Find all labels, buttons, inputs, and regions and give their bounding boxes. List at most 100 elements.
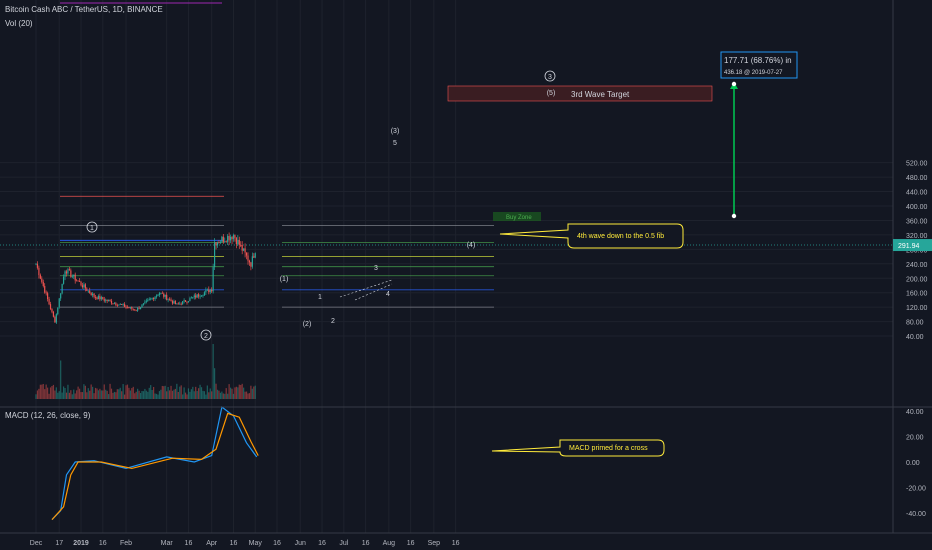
candle-body: [147, 299, 149, 301]
volume-bar: [39, 384, 41, 399]
candle-body: [70, 270, 72, 277]
candle-body: [182, 301, 184, 305]
volume-bar: [45, 384, 47, 399]
wave-label: (4): [467, 242, 476, 249]
candle-body: [45, 292, 47, 294]
volume-bar: [173, 389, 175, 399]
measure-point-top: [731, 81, 737, 87]
volume-bar: [219, 392, 222, 399]
volume-bar: [135, 391, 137, 399]
candle-body: [144, 301, 146, 304]
candle-body: [238, 239, 240, 245]
volume-bar: [94, 387, 97, 399]
candle-body: [119, 304, 121, 305]
note-bubble-macd: [491, 439, 665, 457]
candle-body: [112, 303, 114, 305]
volume-bar: [62, 386, 65, 399]
volume-bar: [76, 390, 78, 399]
candle-body: [199, 296, 201, 298]
candle-body: [78, 281, 81, 282]
candle-body: [57, 307, 59, 315]
volume-bar: [65, 392, 68, 399]
price-tick-label: 400.00: [906, 204, 928, 211]
volume-bar: [212, 344, 214, 399]
candle-body: [129, 306, 131, 308]
volume-bar: [253, 386, 255, 399]
candle-body: [153, 297, 155, 300]
volume-bar: [142, 391, 145, 399]
price-tick-label: 160.00: [906, 291, 928, 298]
volume-bar: [48, 393, 50, 399]
candle-body: [44, 285, 46, 293]
candle-body: [41, 278, 43, 282]
candle-body: [125, 306, 127, 308]
volume-bar: [128, 387, 130, 399]
volume-bar: [148, 387, 150, 399]
macd-label: MACD (12, 26, close, 9): [5, 411, 91, 420]
time-tick-label: Mar: [161, 540, 174, 547]
volume-bar: [38, 388, 40, 399]
candle-body: [38, 267, 40, 276]
price-tick-label: 80.00: [906, 320, 924, 327]
time-tick-label: 16: [99, 540, 107, 547]
candle-body: [54, 316, 56, 323]
candle-body: [86, 288, 88, 291]
volume-bar: [71, 394, 73, 399]
candle-body: [173, 301, 175, 304]
wave-label-circle: [544, 70, 556, 82]
volume-bar: [84, 385, 86, 399]
wave-label: 3: [548, 74, 552, 81]
volume-bar: [57, 392, 59, 399]
annotations: 3rd Wave Target Buy Zone 4th wave down to …: [86, 51, 798, 457]
volume-bar: [222, 393, 224, 399]
volume-bar: [218, 390, 220, 399]
candle-body: [97, 295, 100, 300]
volume-bar: [180, 385, 182, 399]
candle-body: [67, 269, 69, 274]
candle-body: [89, 290, 91, 294]
price-tick-label: 440.00: [906, 190, 928, 197]
time-tick-label: 16: [452, 540, 460, 547]
volume-bar: [115, 392, 117, 399]
volume-bar: [160, 389, 162, 399]
volume-bar: [145, 390, 147, 399]
time-tick-label: Jul: [339, 540, 348, 547]
candle-body: [118, 304, 120, 306]
volume-bar: [129, 390, 131, 399]
candle-body: [184, 300, 187, 302]
volume-bar: [141, 390, 143, 399]
candle-body: [174, 301, 176, 305]
candle-body: [222, 236, 224, 243]
volume-bar: [216, 389, 219, 399]
candle-body: [232, 235, 235, 240]
candle-body: [221, 236, 223, 242]
candle-body: [205, 290, 207, 293]
wave-label-circle: [200, 329, 212, 341]
volume-bar: [125, 385, 127, 399]
volume-bar: [42, 383, 44, 399]
candle-body: [202, 295, 204, 297]
volume-bar: [154, 393, 156, 399]
wave-label: 4: [386, 291, 390, 298]
volume-bar: [221, 391, 223, 399]
volume-bar: [189, 391, 191, 399]
volume-bar: [105, 389, 107, 399]
candle-body: [212, 267, 214, 292]
candle-body: [183, 300, 185, 302]
candle-body: [228, 235, 230, 241]
candle-body: [137, 308, 139, 311]
time-tick-label: 16: [407, 540, 415, 547]
volume-bar: [132, 386, 134, 399]
fib-levels: [0, 195, 893, 308]
candle-body: [180, 303, 182, 305]
candle-body: [90, 293, 92, 296]
volume-bar: [158, 391, 161, 399]
candle-body: [49, 304, 52, 309]
volume-bar: [167, 387, 169, 399]
volume-bar: [153, 386, 155, 399]
measure-text: 177.71 (68.76%) in: [724, 56, 792, 65]
candle-body: [74, 274, 76, 281]
candle-body: [247, 255, 249, 261]
